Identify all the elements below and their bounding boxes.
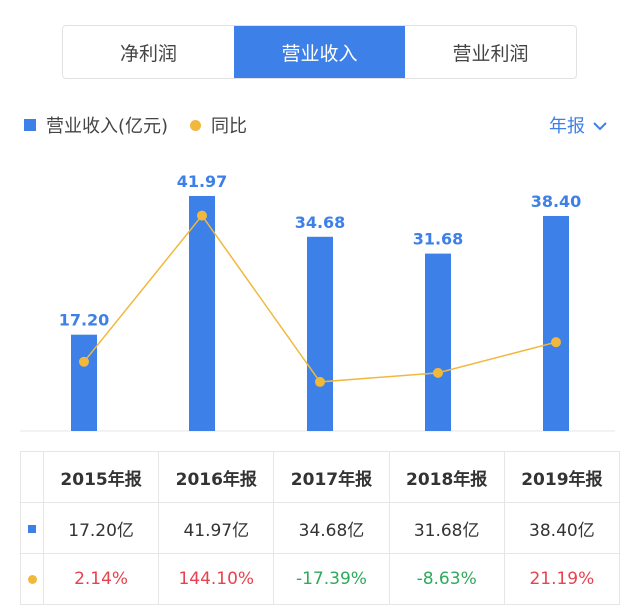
bar-value-label: 41.97 — [177, 172, 228, 191]
table-header-cell: 2018年报 — [388, 451, 505, 503]
period-selector-label: 年报 — [549, 116, 585, 137]
metric-tabs: 净利润 营业收入 营业利润 — [62, 25, 577, 79]
yoy-point — [79, 356, 89, 367]
table-header-row: 2015年报 2016年报 2017年报 2018年报 2019年报 — [20, 451, 621, 503]
dot-marker-icon — [27, 575, 37, 584]
table-row-yoy: 2.14% 144.10% -17.39% -8.63% 21.19% — [20, 553, 621, 605]
table-cell: 144.10% — [158, 553, 275, 605]
table-cell: 21.19% — [503, 553, 621, 605]
yoy-point — [315, 376, 325, 387]
table-cell: 41.97亿 — [158, 502, 275, 554]
revenue-bar — [425, 253, 451, 431]
table-row-revenue: 17.20亿 41.97亿 34.68亿 31.68亿 38.40亿 — [20, 502, 621, 554]
bar-value-label: 34.68 — [295, 213, 346, 232]
revenue-row-marker — [20, 502, 44, 554]
yoy-row-marker — [20, 553, 44, 605]
tab-revenue[interactable]: 营业收入 — [234, 26, 405, 78]
yoy-point — [551, 337, 561, 348]
revenue-bar — [71, 334, 97, 431]
yoy-point — [433, 367, 443, 378]
data-table: 2015年报 2016年报 2017年报 2018年报 2019年报 17.20… — [20, 451, 621, 605]
chart-legend: 营业收入(亿元) 同比 — [24, 112, 247, 138]
line-legend-swatch — [190, 119, 202, 131]
bar-value-label: 31.68 — [413, 230, 464, 249]
table-header-cell: 2019年报 — [503, 451, 621, 503]
square-marker-icon — [28, 525, 36, 533]
line-legend-label: 同比 — [211, 116, 248, 137]
table-corner — [20, 451, 44, 503]
table-cell: 2.14% — [42, 553, 160, 605]
table-cell: 38.40亿 — [503, 502, 621, 554]
bar-legend-swatch — [24, 119, 36, 131]
table-header-cell: 2015年报 — [42, 451, 160, 503]
table-cell: -17.39% — [273, 553, 390, 605]
table-cell: -8.63% — [388, 553, 505, 605]
table-header-cell: 2016年报 — [158, 451, 275, 503]
chevron-down-icon — [585, 115, 607, 136]
period-selector[interactable]: 年报 — [549, 112, 607, 138]
bar-value-label: 17.20 — [59, 311, 110, 330]
table-cell: 34.68亿 — [273, 502, 390, 554]
table-cell: 17.20亿 — [42, 502, 160, 554]
revenue-bar — [189, 195, 215, 431]
revenue-chart: 17.20 41.97 34.68 31.68 38.40 — [20, 172, 615, 432]
revenue-bar — [307, 236, 333, 431]
bar-value-label: 38.40 — [531, 192, 582, 211]
yoy-point — [197, 210, 207, 221]
bar-legend-label: 营业收入(亿元) — [46, 116, 169, 137]
table-cell: 31.68亿 — [388, 502, 505, 554]
tab-operating-profit[interactable]: 营业利润 — [452, 42, 529, 65]
revenue-bar — [543, 215, 569, 431]
tab-net-profit[interactable]: 净利润 — [119, 42, 177, 65]
table-header-cell: 2017年报 — [273, 451, 390, 503]
